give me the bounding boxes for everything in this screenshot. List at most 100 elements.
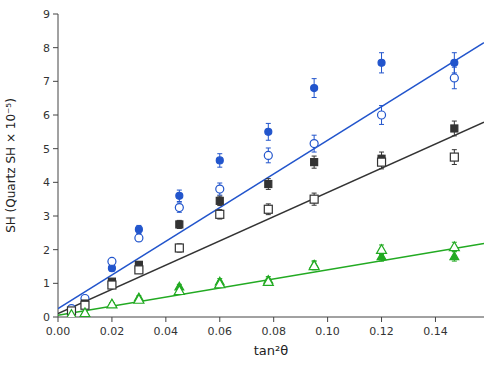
- y-tick-label: 2: [43, 244, 50, 257]
- x-tick: [381, 317, 382, 322]
- error-bar-cap: [452, 251, 457, 252]
- y-axis-label: SH (Quartz SH × 10⁻⁵): [4, 98, 18, 233]
- scatter-series: [67, 67, 458, 312]
- marker: [450, 74, 458, 82]
- error-bar-cap: [452, 251, 457, 252]
- error-bar-cap: [266, 140, 271, 141]
- marker: [135, 234, 143, 242]
- error-bar-cap: [379, 168, 384, 169]
- marker: [135, 266, 143, 274]
- marker: [108, 257, 116, 265]
- error-bar-cap: [452, 164, 457, 165]
- marker: [175, 244, 183, 252]
- error-bar-cap: [379, 155, 384, 156]
- marker: [216, 157, 223, 164]
- x-tick-label: 0.08: [261, 325, 286, 338]
- marker: [264, 205, 272, 213]
- marker: [449, 242, 459, 251]
- scatter-series: [81, 53, 457, 302]
- marker: [451, 125, 458, 132]
- error-bar-cap: [379, 72, 384, 73]
- y-tick-label: 1: [43, 277, 50, 290]
- error-bar-cap: [312, 205, 317, 206]
- error-bar-cap: [452, 135, 457, 136]
- x-tick-label: 0.04: [154, 325, 179, 338]
- error-bar-cap: [266, 147, 271, 148]
- fit-line: [58, 122, 484, 313]
- y-axis-line: [58, 14, 59, 317]
- y-tick: [53, 47, 58, 48]
- marker: [108, 281, 116, 289]
- error-bar-cap: [217, 196, 222, 197]
- error-bar: [217, 196, 222, 205]
- error-bar-cap: [452, 52, 457, 53]
- error-bar-cap: [312, 78, 317, 79]
- error-bar-cap: [379, 261, 384, 262]
- y-tick-label: 7: [43, 75, 50, 88]
- error-bar-cap: [452, 261, 457, 262]
- marker: [216, 197, 223, 204]
- y-tick-label: 9: [43, 8, 50, 21]
- x-tick-label: 0.10: [315, 325, 340, 338]
- error-bar: [217, 154, 222, 167]
- y-tick: [53, 81, 58, 82]
- y-tick: [53, 216, 58, 217]
- marker: [378, 59, 385, 66]
- y-tick: [53, 182, 58, 183]
- error-bar-cap: [217, 153, 222, 154]
- x-tick-label: 0.06: [208, 325, 233, 338]
- error-bar-cap: [452, 149, 457, 150]
- marker: [216, 210, 224, 218]
- fit-line-series: [58, 244, 484, 316]
- marker: [80, 308, 90, 317]
- marker: [215, 279, 225, 288]
- error-bar-cap: [452, 67, 457, 68]
- x-tick: [58, 317, 59, 322]
- marker: [135, 226, 142, 233]
- marker: [309, 261, 319, 270]
- error-bar-cap: [266, 214, 271, 215]
- error-bar-cap: [177, 190, 182, 191]
- fit-line: [58, 244, 484, 316]
- error-bar-cap: [452, 88, 457, 89]
- chart: 0.000.020.040.060.080.100.120.1401234567…: [0, 0, 500, 365]
- error-bar: [452, 121, 457, 136]
- y-tick: [53, 283, 58, 284]
- marker: [311, 85, 318, 92]
- error-bar: [136, 225, 141, 233]
- y-tick-label: 0: [43, 311, 50, 324]
- error-bar-cap: [312, 168, 317, 169]
- x-tick: [273, 317, 274, 322]
- fit-line: [58, 43, 484, 309]
- marker: [450, 252, 459, 260]
- error-bar-cap: [266, 123, 271, 124]
- fit-line-series: [58, 43, 484, 309]
- error-bar-cap: [379, 124, 384, 125]
- error-bar-cap: [312, 193, 317, 194]
- error-bar-cap: [312, 152, 317, 153]
- plot-area: [58, 43, 484, 317]
- marker: [310, 195, 318, 203]
- error-bar-cap: [379, 52, 384, 53]
- marker: [311, 159, 318, 166]
- marker: [450, 153, 458, 161]
- page: {"chart_data": { "type": "scatter", "xla…: [0, 0, 500, 365]
- marker: [176, 192, 183, 199]
- scatter-series: [81, 121, 457, 307]
- x-tick-label: 0.00: [46, 325, 71, 338]
- marker: [451, 59, 458, 66]
- x-tick: [165, 317, 166, 322]
- y-tick: [53, 249, 58, 250]
- error-bar: [312, 79, 317, 98]
- error-bar-cap: [379, 105, 384, 106]
- marker: [378, 158, 386, 166]
- y-tick-label: 8: [43, 42, 50, 55]
- axes: 0.000.020.040.060.080.100.120.1401234567…: [43, 8, 484, 338]
- error-bar-cap: [379, 254, 384, 255]
- x-axis-line: [58, 317, 484, 318]
- marker: [216, 185, 224, 193]
- error-bar-cap: [266, 189, 271, 190]
- y-tick-label: 3: [43, 210, 50, 223]
- error-bar: [379, 53, 384, 73]
- error-bar: [109, 265, 114, 271]
